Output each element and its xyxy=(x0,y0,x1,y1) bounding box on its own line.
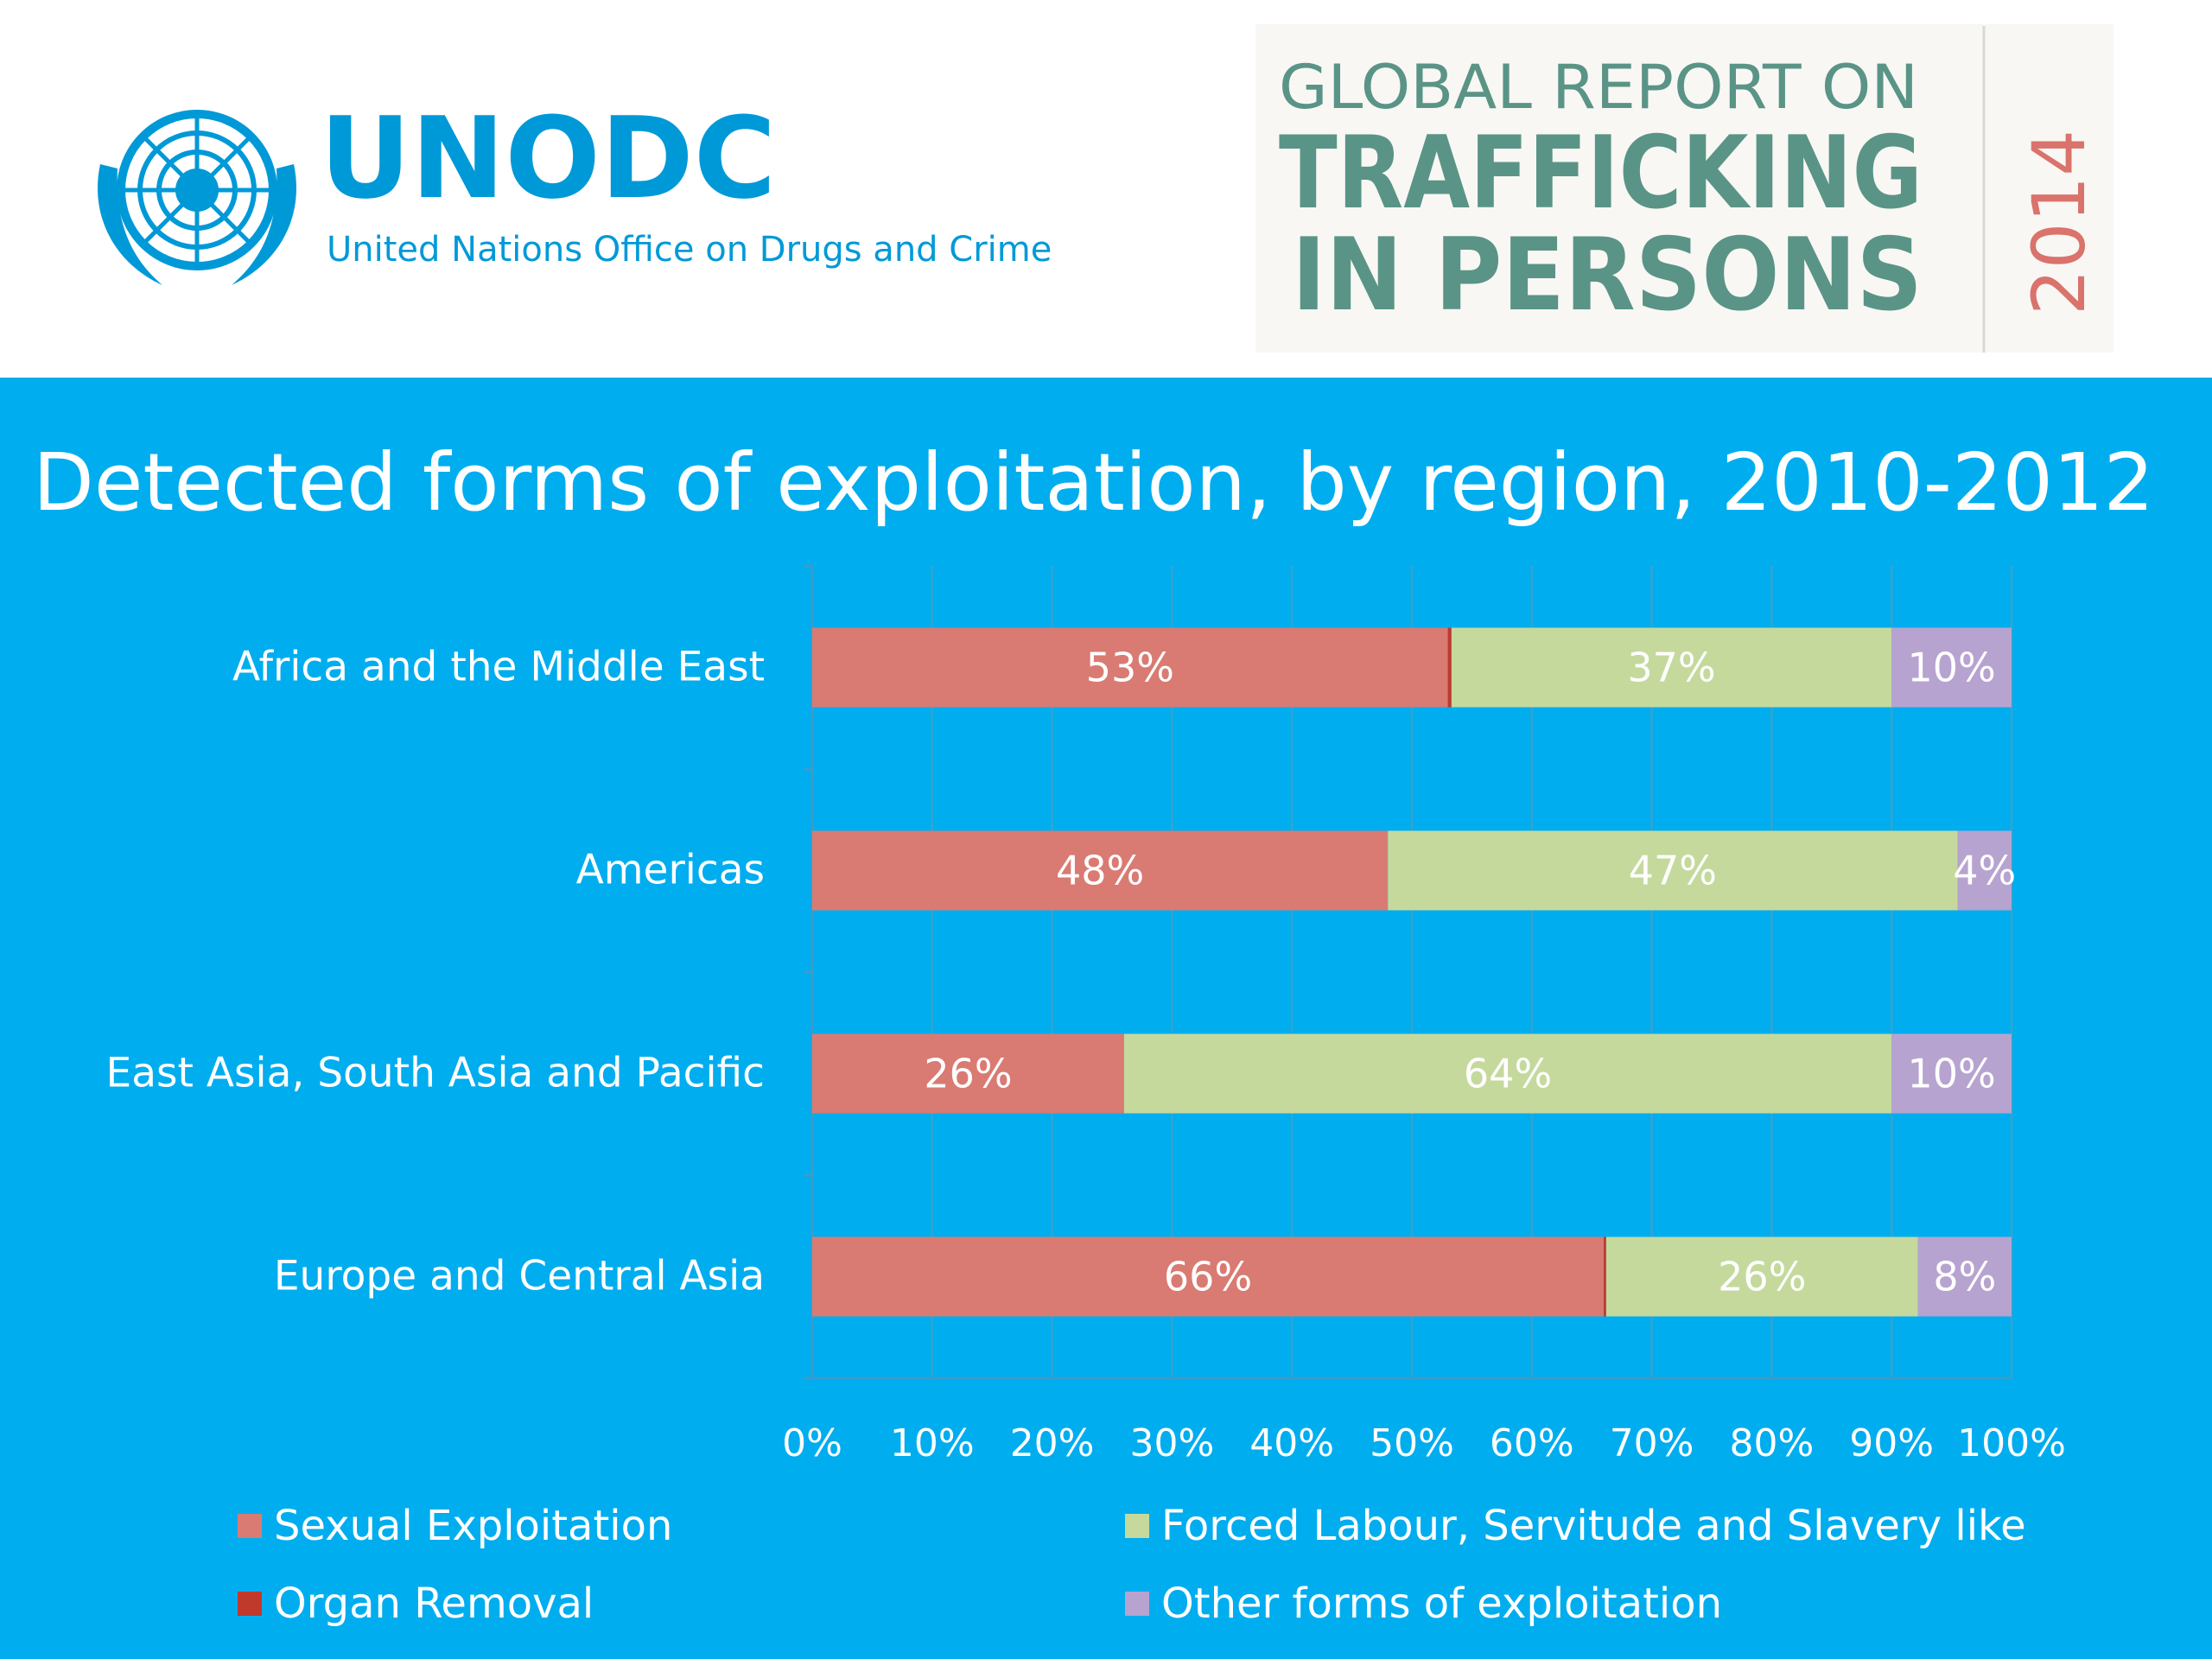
x-tick-label: 30% xyxy=(1130,1421,1215,1465)
data-label: 26% xyxy=(1718,1254,1806,1300)
un-emblem-icon xyxy=(97,110,297,285)
bar-segment xyxy=(812,1033,1124,1114)
x-tick-label: 80% xyxy=(1730,1421,1815,1465)
report-title-line1: GLOBAL REPORT ON xyxy=(1279,52,1918,123)
bar-segment xyxy=(1388,830,1958,911)
x-tick-label: 20% xyxy=(1010,1421,1095,1465)
x-tick-label: 0% xyxy=(782,1421,842,1465)
category-label: Europe and Central Asia xyxy=(274,1253,765,1300)
bar-segment xyxy=(1957,830,2012,911)
data-label: 10% xyxy=(1907,645,1995,691)
legend-label: Other forms of exploitation xyxy=(1161,1580,1722,1628)
stacked-bar-chart: 0% 10% 20% 30% 40% 50% 60% 70% 80% 90% 100% Africa … xyxy=(106,564,2066,1465)
data-label: 53% xyxy=(1086,645,1174,691)
report-title-box xyxy=(1255,24,2113,353)
legend-swatch xyxy=(1125,1592,1149,1616)
category-label: East Asia, South Asia and Pacific xyxy=(106,1050,765,1097)
org-full-name: United Nations Office on Drugs and Crime xyxy=(327,230,1052,270)
legend-label: Forced Labour, Servitude and Slavery lik… xyxy=(1161,1502,2026,1550)
bar-segment xyxy=(1123,1033,1892,1114)
legend-label: Sexual Exploitation xyxy=(274,1502,672,1550)
data-label: 48% xyxy=(1056,848,1144,894)
x-tick-label: 10% xyxy=(890,1421,975,1465)
legend-label: Organ Removal xyxy=(274,1580,594,1628)
legend-swatch xyxy=(238,1514,262,1538)
data-label: 10% xyxy=(1907,1051,1995,1097)
data-label: 66% xyxy=(1164,1254,1252,1300)
bar-segment xyxy=(812,1236,1605,1317)
data-label: 26% xyxy=(924,1051,1012,1097)
data-label: 8% xyxy=(1933,1254,1996,1300)
legend-swatch xyxy=(238,1592,262,1616)
bar-segment xyxy=(812,627,1448,708)
legend-swatch xyxy=(1125,1514,1149,1538)
report-title-line2: TRAFFICKING xyxy=(1279,115,1923,232)
report-title-line3: IN PERSONS xyxy=(1292,217,1923,334)
x-tick-label: 100% xyxy=(1957,1421,2066,1465)
org-acronym: UNODC xyxy=(320,92,776,224)
bar-segment xyxy=(1451,627,1892,708)
bar-segment xyxy=(812,830,1389,911)
bar-segment xyxy=(1604,1236,1606,1317)
chart-panel xyxy=(0,378,2212,1659)
category-label: Africa and the Middle East xyxy=(232,644,765,691)
bar-segment xyxy=(1891,1033,2012,1114)
x-tick-label: 50% xyxy=(1370,1421,1454,1465)
category-label: Americas xyxy=(576,847,765,894)
chart-legend: Sexual Exploitation Organ Removal Forced L… xyxy=(238,1502,2026,1628)
x-tick-label: 40% xyxy=(1249,1421,1334,1465)
data-label: 47% xyxy=(1629,848,1717,894)
data-label: 4% xyxy=(1953,848,2016,894)
x-tick-label: 60% xyxy=(1490,1421,1574,1465)
chart-title: Detected forms of exploitation, by regio… xyxy=(33,436,2154,529)
bar-segment xyxy=(1917,1236,2012,1317)
bar-segment xyxy=(1447,627,1452,708)
x-tick-label: 90% xyxy=(1849,1421,1934,1465)
x-tick-label: 70% xyxy=(1610,1421,1694,1465)
data-label: 37% xyxy=(1627,645,1715,691)
bar-segment xyxy=(1891,627,2012,708)
data-label: 64% xyxy=(1464,1051,1552,1097)
bar-segment xyxy=(1605,1236,1918,1317)
report-year: 2014 xyxy=(2017,130,2101,315)
